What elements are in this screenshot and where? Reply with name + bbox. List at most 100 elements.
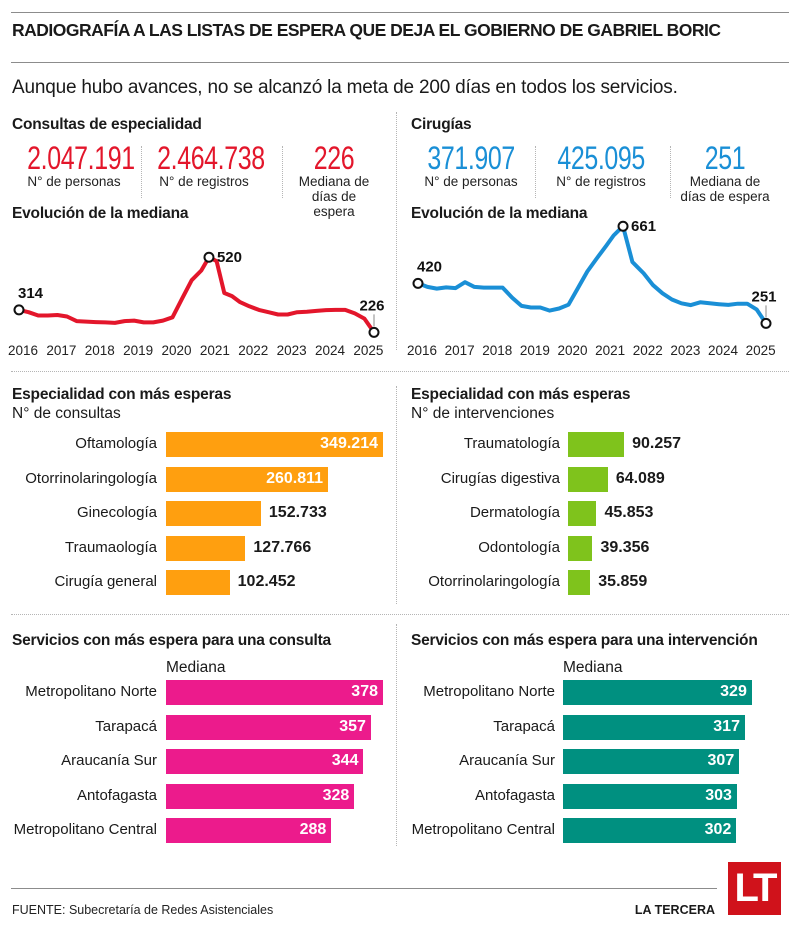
- kpi-label: N° de registros: [159, 174, 249, 189]
- bar: 344: [166, 749, 364, 774]
- column-divider-top: [396, 112, 397, 350]
- top-rule: [11, 12, 789, 13]
- especialidad-cirugias-subheading: N° de intervenciones: [411, 405, 555, 422]
- bar: [166, 501, 261, 526]
- servicios-intervencion-heading: Servicios con más espera para una interv…: [411, 632, 758, 649]
- bar-value-label: 45.853: [604, 504, 654, 521]
- data-label: 520: [217, 249, 242, 266]
- bar: 349.214: [166, 432, 383, 457]
- bar: [166, 570, 230, 595]
- bar-category-label: Traumaología: [65, 538, 157, 556]
- page-subtitle: Aunque hubo avances, no se alcanzó la me…: [12, 77, 678, 98]
- bar: [568, 466, 608, 492]
- bar-value-label: 127.766: [253, 538, 312, 556]
- bar-value-label: 357: [339, 717, 366, 735]
- x-tick-label: 2025: [353, 343, 383, 358]
- bar-category-label: Oftamología: [75, 435, 157, 452]
- servicios-consulta-subheading: Mediana: [166, 659, 226, 676]
- kpi-consultas-mediana: 226 Mediana de días de espera: [282, 142, 386, 219]
- kpi-label: Mediana de días de espera: [680, 174, 770, 204]
- bar: [568, 432, 625, 457]
- kpi-cirugias-personas: 371.907 N° de personas: [411, 142, 531, 189]
- bar-value-label: 90.257: [632, 435, 682, 452]
- data-point-marker: [203, 251, 215, 263]
- x-tick-label: 2020: [557, 343, 587, 358]
- bar-category-label: Metropolitano Central: [411, 821, 555, 838]
- x-tick-label: 2018: [482, 343, 512, 358]
- bar: [568, 535, 593, 561]
- kpi-label: N° de registros: [556, 174, 646, 189]
- kpi-value: 226: [313, 140, 355, 176]
- servicios-consulta-heading: Servicios con más espera para una consul…: [12, 632, 331, 649]
- x-tick-label: 2024: [708, 343, 739, 358]
- bar-category-label: Metropolitano Norte: [423, 683, 555, 700]
- kpi-label: Mediana de días de espera: [298, 174, 370, 219]
- bar-value-label: 303: [705, 786, 732, 804]
- especialidad-cirugias-bar-chart: Traumatología 90.257 Cirugías digestiva 64.…: [400, 432, 796, 602]
- especialidad-consultas-subheading: N° de consultas: [12, 405, 121, 422]
- bar-value-label: 64.089: [615, 469, 665, 487]
- footer-brand: LA TERCERA: [634, 903, 715, 917]
- bar-category-label: Otorrinolaringología: [25, 469, 157, 487]
- bar-category-label: Araucanía Sur: [61, 752, 157, 769]
- bar-value-label: 317: [713, 717, 740, 735]
- x-tick-label: 2020: [161, 343, 191, 358]
- bar-category-label: Metropolitano Central: [13, 821, 157, 838]
- x-tick-label: 2022: [633, 343, 663, 358]
- bar: 317: [563, 714, 745, 740]
- footer-source: FUENTE: Subecretaría de Redes Asistencia…: [12, 903, 274, 917]
- bar-value-label: 349.214: [320, 435, 378, 452]
- kpi-divider: [670, 146, 671, 198]
- especialidad-consultas-bar-chart: Oftamología 349.214 Otorrinolaringología 26…: [0, 432, 396, 602]
- bar: 303: [563, 783, 737, 809]
- kpi-value: 425.095: [557, 140, 645, 176]
- bar-category-label: Tarapacá: [493, 717, 555, 735]
- bar-value-label: 344: [331, 752, 359, 769]
- x-tick-label: 2017: [46, 343, 76, 358]
- bar-category-label: Odontología: [478, 538, 560, 556]
- bar-category-label: Antofagasta: [474, 786, 555, 804]
- series-line: [416, 224, 768, 326]
- x-tick-label: 2023: [277, 343, 307, 358]
- kpi-label: N° de personas: [424, 174, 518, 189]
- x-tick-label: 2017: [445, 343, 475, 358]
- servicios-intervencion-subheading: Mediana: [563, 659, 623, 676]
- bar-category-label: Otorrinolaringología: [428, 573, 560, 590]
- bar: 307: [563, 749, 740, 774]
- kpi-divider: [141, 146, 142, 198]
- bar-category-label: Araucanía Sur: [459, 752, 555, 769]
- cirugias-heading: Cirugías: [411, 116, 472, 133]
- data-label: 661: [631, 218, 656, 235]
- consultas-line-chart: 2016 2017 2018 2019 2020 2021 2022 2023 2024 2025…: [8, 249, 385, 358]
- bar-value-label: 288: [299, 821, 327, 838]
- bar-value-label: 328: [322, 786, 350, 804]
- x-tick-label: 2024: [315, 343, 346, 358]
- x-tick-label: 2022: [238, 343, 268, 358]
- data-label: 251: [751, 288, 776, 305]
- x-tick-label: 2023: [670, 343, 700, 358]
- section-divider-2: [11, 614, 789, 615]
- data-point-marker: [617, 220, 629, 232]
- bar-value-label: 329: [720, 683, 747, 700]
- bar: 329: [563, 680, 752, 705]
- data-point-marker: [760, 317, 772, 329]
- x-tick-label: 2021: [595, 343, 625, 358]
- bar: 378: [166, 680, 383, 705]
- bar-value-label: 378: [351, 683, 378, 700]
- bar: [568, 501, 597, 526]
- bar-category-label: Tarapacá: [95, 717, 157, 735]
- x-tick-label: 2016: [8, 343, 38, 358]
- bar-value-label: 102.452: [237, 573, 296, 590]
- kpi-consultas-registros: 2.464.738 N° de registros: [142, 142, 266, 189]
- x-tick-label: 2016: [407, 343, 437, 358]
- kpi-value: 251: [704, 140, 746, 176]
- bar-value-label: 302: [704, 821, 732, 838]
- servicios-consulta-bar-chart: Metropolitano Norte 378 Tarapacá 357 Araucan…: [0, 680, 396, 850]
- bar-category-label: Cirugía general: [54, 573, 157, 590]
- data-point-marker: [412, 277, 424, 289]
- consultas-heading: Consultas de especialidad: [12, 116, 202, 133]
- bar: [568, 570, 591, 595]
- bar-category-label: Dermatología: [469, 504, 560, 521]
- especialidad-consultas-heading: Especialidad con más esperas: [12, 386, 232, 403]
- bar-category-label: Metropolitano Norte: [25, 683, 157, 700]
